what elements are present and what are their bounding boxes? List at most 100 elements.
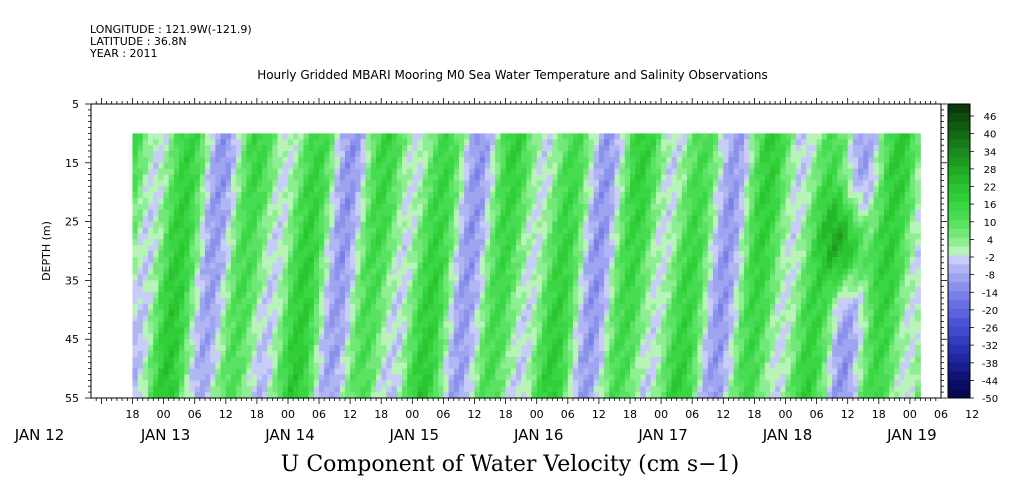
colorbar-swatch xyxy=(948,166,970,176)
colorbar-swatch xyxy=(948,380,970,390)
x-day-label: JAN 16 xyxy=(513,426,564,444)
x-day-label: JAN 15 xyxy=(389,426,440,444)
year-label: YEAR : 2011 xyxy=(90,47,158,60)
colorbar-label: -20 xyxy=(982,306,998,317)
colorbar-swatch xyxy=(948,184,970,194)
x-hour-label: 06 xyxy=(188,408,202,421)
colorbar-label: -32 xyxy=(982,341,998,352)
colorbar-swatch xyxy=(948,148,970,158)
colorbar-swatch xyxy=(948,264,970,274)
colorbar-label: -50 xyxy=(982,394,998,405)
colorbar-swatch xyxy=(948,344,970,354)
colorbar-label: -14 xyxy=(982,288,998,299)
colorbar-swatch xyxy=(948,112,970,123)
colorbar-swatch xyxy=(948,130,970,140)
colorbar-swatch xyxy=(948,300,970,310)
colorbar-swatch xyxy=(948,193,970,203)
x-hour-label: 06 xyxy=(810,408,824,421)
colorbar-swatch xyxy=(948,121,970,132)
heatmap-field xyxy=(132,133,921,399)
x-hour-label: 18 xyxy=(499,408,513,421)
y-axis-label: DEPTH (m) xyxy=(40,221,53,281)
axes: 18 00 06 12 18 00 06 12 18 00 06 12 18 00 06 12 18 00 06 12… xyxy=(14,98,979,444)
colorbar-swatch xyxy=(948,157,970,167)
colorbar-swatch xyxy=(948,210,970,221)
colorbar-label: 4 xyxy=(987,235,993,246)
chart-title: Hourly Gridded MBARI Mooring M0 Sea Wate… xyxy=(257,68,768,82)
colorbar-swatch xyxy=(948,202,970,212)
x-hour-label: 06 xyxy=(685,408,699,421)
y-tick-label: 25 xyxy=(65,216,79,229)
x-hour-label: 06 xyxy=(436,408,450,421)
colorbar-swatch xyxy=(948,371,970,381)
x-hour-label: 00 xyxy=(281,408,295,421)
x-day-label: JAN 12 xyxy=(14,426,65,444)
colorbar-swatch xyxy=(948,175,970,185)
colorbar-label: -38 xyxy=(982,359,998,370)
y-tick-label: 45 xyxy=(65,333,79,346)
x-hour-label: 12 xyxy=(965,408,979,421)
x-hour-label: 12 xyxy=(716,408,730,421)
x-day-label: JAN 19 xyxy=(886,426,937,444)
colorbar-swatch xyxy=(948,362,970,372)
colorbar-label: -44 xyxy=(982,376,998,387)
y-tick-label: 5 xyxy=(72,98,79,111)
chart-caption: U Component of Water Velocity (cm s−1) xyxy=(280,452,740,477)
y-tick-label: 15 xyxy=(65,157,79,170)
longitude-label: LONGITUDE : 121.9W(-121.9) xyxy=(90,23,252,36)
colorbar-label: 46 xyxy=(984,112,997,123)
x-hour-label: 18 xyxy=(126,408,140,421)
x-hour-label: 00 xyxy=(530,408,544,421)
x-hour-label: 18 xyxy=(872,408,886,421)
x-hour-label: 12 xyxy=(343,408,357,421)
colorbar-label: 16 xyxy=(984,200,997,211)
colorbar-label: -26 xyxy=(982,324,998,335)
colorbar-label: 40 xyxy=(984,130,997,141)
x-hour-label: 12 xyxy=(219,408,233,421)
colorbar-swatch xyxy=(948,326,970,336)
colorbar-swatch xyxy=(948,104,970,114)
x-day-label: JAN 14 xyxy=(264,426,315,444)
x-hour-label: 00 xyxy=(903,408,917,421)
colorbar-swatch xyxy=(948,139,970,149)
y-tick-label: 55 xyxy=(65,392,79,405)
colorbar-label: 10 xyxy=(984,218,997,229)
x-day-label: JAN 13 xyxy=(140,426,191,444)
colorbar-label: -2 xyxy=(985,253,995,264)
colorbar-swatch xyxy=(948,389,970,399)
colorbar-label: 22 xyxy=(984,183,997,194)
x-hour-label: 06 xyxy=(561,408,575,421)
x-hour-label: 18 xyxy=(747,408,761,421)
colorbar-swatch xyxy=(948,219,970,230)
x-hour-label: 00 xyxy=(157,408,171,421)
colorbar-swatch xyxy=(948,237,970,247)
x-hour-label: 06 xyxy=(934,408,948,421)
latitude-label: LATITUDE : 36.8N xyxy=(90,35,187,48)
x-day-label: JAN 18 xyxy=(762,426,813,444)
x-hour-label: 18 xyxy=(250,408,264,421)
colorbar-swatch xyxy=(948,317,970,328)
x-hour-label: 12 xyxy=(841,408,855,421)
colorbar-swatch xyxy=(948,246,970,256)
colorbar-swatch xyxy=(948,308,970,319)
x-hour-label: 12 xyxy=(468,408,482,421)
location-metadata: LONGITUDE : 121.9W(-121.9) LATITUDE : 36… xyxy=(90,24,252,60)
x-hour-label: 18 xyxy=(623,408,637,421)
y-tick-label: 35 xyxy=(65,274,79,287)
colorbar-label: -8 xyxy=(985,271,995,282)
colorbar-swatch xyxy=(948,291,970,301)
colorbar-swatch xyxy=(948,335,970,345)
x-hour-label: 00 xyxy=(405,408,419,421)
colorbar-swatch xyxy=(948,228,970,238)
x-hour-label: 00 xyxy=(779,408,793,421)
colorbar-frame xyxy=(947,103,971,399)
colorbar-swatch xyxy=(948,255,970,265)
x-hour-label: 00 xyxy=(654,408,668,421)
x-hour-label: 06 xyxy=(312,408,326,421)
x-hour-label: 12 xyxy=(592,408,606,421)
colorbar-label: 28 xyxy=(984,165,997,176)
x-hour-label: 18 xyxy=(374,408,388,421)
colorbar-swatch xyxy=(948,353,970,363)
colorbar: 46 40 34 28 22 16 10 4 -2 -8 -14 -20 -26 -32 -38 -44 -50 xyxy=(947,103,998,405)
